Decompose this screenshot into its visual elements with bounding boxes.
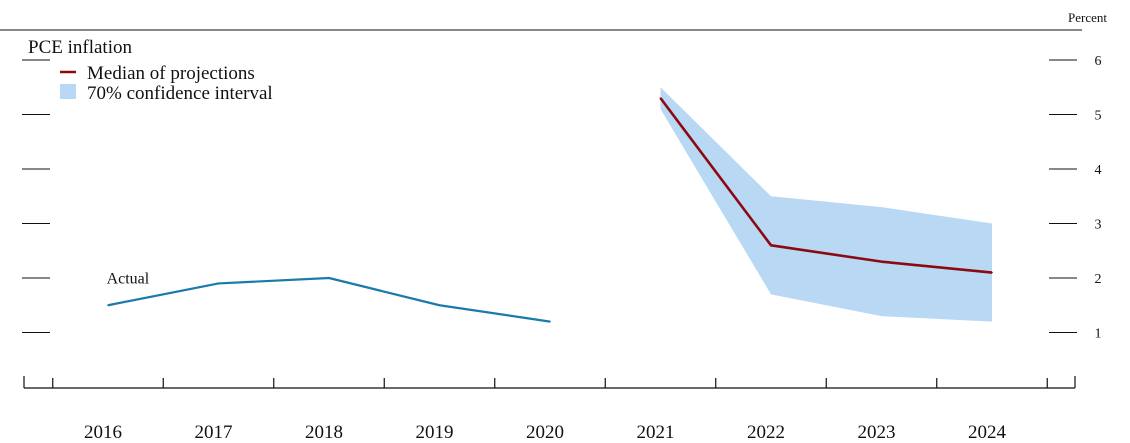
- y-tick-label-1: 1: [1095, 327, 1102, 342]
- y-axis-tick-labels: 1 2 3 4 5 6: [1095, 54, 1102, 342]
- y-axis-ticks: [22, 59, 1077, 333]
- series-layer: [107, 97, 993, 323]
- legend: Median of projections 70% confidence int…: [60, 63, 273, 104]
- data-point-actual-2019: [438, 304, 441, 307]
- y-tick-label-5: 5: [1095, 109, 1102, 124]
- data-point-actual-2018: [328, 277, 330, 279]
- data-point-actual-2016: [107, 304, 109, 307]
- series-line-median-of-projections: [659, 97, 993, 274]
- x-tick-label-2016: 2016: [84, 422, 122, 443]
- data-point-actual-2017: [217, 282, 220, 285]
- actual-annotation: Actual: [107, 270, 150, 287]
- x-axis-tick-labels: 2016 2017 2018 2019 2020 2021 2022 2023 2024: [84, 422, 1007, 443]
- legend-band-label: 70% confidence interval: [87, 83, 273, 104]
- data-point-median-of-projections-2024: [991, 271, 993, 274]
- y-axis-unit-label: Percent: [1068, 10, 1107, 25]
- x-tick-label-2020: 2020: [526, 422, 564, 443]
- data-point-actual-2020: [549, 320, 551, 323]
- x-tick-label-2019: 2019: [416, 422, 454, 443]
- x-tick-label-2023: 2023: [858, 422, 896, 443]
- confidence-band: [660, 87, 992, 322]
- y-tick-label-4: 4: [1095, 163, 1102, 178]
- legend-median-label: Median of projections: [87, 63, 255, 84]
- data-point-median-of-projections-2021: [659, 97, 662, 99]
- x-tick-label-2018: 2018: [305, 422, 343, 443]
- y-tick-label-2: 2: [1095, 272, 1102, 287]
- data-point-median-of-projections-2022: [770, 244, 772, 247]
- confidence-band-layer: [660, 87, 992, 322]
- legend-band-swatch: [60, 84, 76, 99]
- x-tick-label-2022: 2022: [747, 422, 785, 443]
- x-tick-label-2017: 2017: [195, 422, 233, 443]
- chart-title: PCE inflation: [28, 37, 132, 58]
- y-tick-label-6: 6: [1095, 54, 1102, 69]
- x-tick-label-2024: 2024: [968, 422, 1007, 443]
- x-tick-label-2021: 2021: [637, 422, 675, 443]
- data-point-median-of-projections-2023: [880, 260, 883, 263]
- y-tick-label-3: 3: [1095, 218, 1102, 233]
- x-axis-ticks: [23, 376, 1076, 388]
- series-line-actual: [107, 276, 551, 323]
